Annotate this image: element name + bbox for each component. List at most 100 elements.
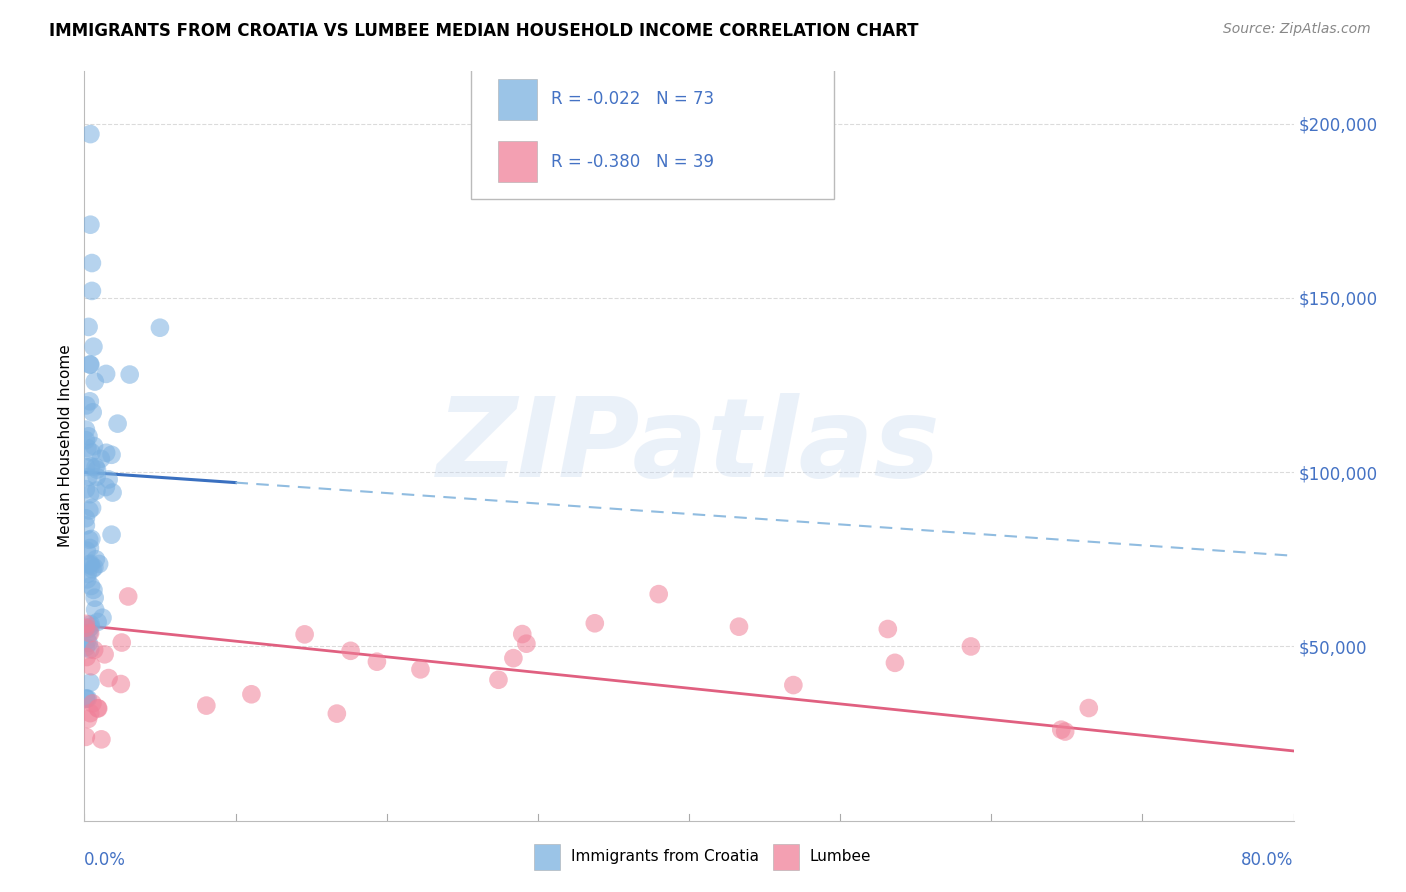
Point bbox=[86, 470, 108, 484]
Point bbox=[83, 643, 105, 657]
Point bbox=[648, 587, 671, 601]
Point bbox=[96, 446, 118, 460]
Text: Source: ZipAtlas.com: Source: ZipAtlas.com bbox=[1223, 22, 1371, 37]
Text: IMMIGRANTS FROM CROATIA VS LUMBEE MEDIAN HOUSEHOLD INCOME CORRELATION CHART: IMMIGRANTS FROM CROATIA VS LUMBEE MEDIAN… bbox=[49, 22, 918, 40]
Point bbox=[75, 511, 97, 525]
Point bbox=[79, 487, 101, 501]
Text: Immigrants from Croatia: Immigrants from Croatia bbox=[571, 849, 759, 864]
Point bbox=[80, 459, 103, 474]
Bar bbox=[498, 141, 537, 182]
Point bbox=[89, 557, 111, 571]
Point bbox=[79, 642, 101, 657]
Point bbox=[111, 635, 134, 649]
Point bbox=[90, 451, 112, 466]
Point bbox=[94, 367, 117, 381]
Point bbox=[488, 673, 510, 687]
Point bbox=[86, 701, 108, 715]
Point bbox=[76, 566, 98, 581]
Point bbox=[326, 706, 349, 721]
Point bbox=[77, 429, 100, 443]
Point bbox=[79, 503, 101, 517]
Point bbox=[80, 532, 103, 546]
Point bbox=[100, 527, 122, 541]
Point bbox=[83, 591, 105, 605]
Point bbox=[240, 687, 263, 701]
Point bbox=[294, 627, 316, 641]
Point bbox=[75, 616, 97, 631]
Point bbox=[876, 622, 898, 636]
Point bbox=[82, 582, 104, 597]
Point bbox=[195, 698, 218, 713]
Point bbox=[91, 611, 114, 625]
FancyBboxPatch shape bbox=[471, 68, 834, 199]
Point bbox=[77, 636, 100, 650]
Point bbox=[76, 573, 98, 587]
Point bbox=[90, 732, 112, 747]
Point bbox=[82, 697, 104, 711]
Point bbox=[75, 691, 97, 706]
Point bbox=[83, 375, 105, 389]
Point bbox=[409, 662, 432, 676]
Point bbox=[79, 394, 101, 409]
Point bbox=[80, 500, 103, 515]
Point bbox=[77, 470, 100, 484]
Point bbox=[93, 648, 115, 662]
Point bbox=[75, 433, 97, 447]
Point bbox=[84, 460, 107, 475]
Point bbox=[75, 621, 97, 635]
Point bbox=[79, 617, 101, 632]
Point bbox=[728, 620, 751, 634]
Point bbox=[583, 616, 606, 631]
Point bbox=[76, 441, 98, 455]
Point bbox=[75, 518, 97, 533]
Point bbox=[1054, 724, 1077, 739]
Point bbox=[80, 445, 103, 459]
Point bbox=[118, 368, 141, 382]
Point bbox=[101, 485, 124, 500]
Point bbox=[79, 127, 101, 141]
Point bbox=[75, 460, 97, 475]
Point bbox=[83, 439, 105, 453]
Point bbox=[1050, 723, 1073, 737]
Point bbox=[86, 462, 108, 476]
Point bbox=[97, 671, 120, 685]
Point bbox=[76, 650, 98, 665]
Text: 0.0%: 0.0% bbox=[84, 851, 127, 869]
Point bbox=[79, 558, 101, 572]
Point bbox=[510, 627, 533, 641]
Point bbox=[117, 590, 139, 604]
Point bbox=[110, 677, 132, 691]
Point bbox=[82, 562, 104, 576]
Point bbox=[84, 552, 107, 566]
Point bbox=[82, 405, 104, 419]
Point bbox=[80, 256, 103, 270]
Point bbox=[782, 678, 804, 692]
Point bbox=[86, 483, 108, 498]
Point bbox=[884, 656, 907, 670]
Point bbox=[97, 473, 120, 487]
Point bbox=[76, 691, 98, 706]
Point bbox=[79, 541, 101, 555]
Point bbox=[83, 560, 105, 574]
Point bbox=[515, 637, 537, 651]
Point bbox=[79, 620, 101, 634]
Point bbox=[149, 320, 172, 334]
Text: R = -0.022   N = 73: R = -0.022 N = 73 bbox=[551, 90, 714, 109]
Point bbox=[79, 626, 101, 640]
Bar bbox=[498, 78, 537, 120]
Point bbox=[77, 712, 100, 726]
Point bbox=[366, 655, 388, 669]
Point bbox=[75, 730, 97, 744]
Point bbox=[75, 423, 97, 437]
Point bbox=[82, 340, 104, 354]
Point bbox=[79, 218, 101, 232]
Point bbox=[75, 398, 97, 412]
Point bbox=[1077, 701, 1099, 715]
Point bbox=[960, 640, 983, 654]
Point bbox=[79, 557, 101, 571]
Point bbox=[80, 284, 103, 298]
Point bbox=[79, 675, 101, 690]
Point bbox=[80, 579, 103, 593]
Text: R = -0.380   N = 39: R = -0.380 N = 39 bbox=[551, 153, 714, 170]
Point bbox=[79, 358, 101, 372]
